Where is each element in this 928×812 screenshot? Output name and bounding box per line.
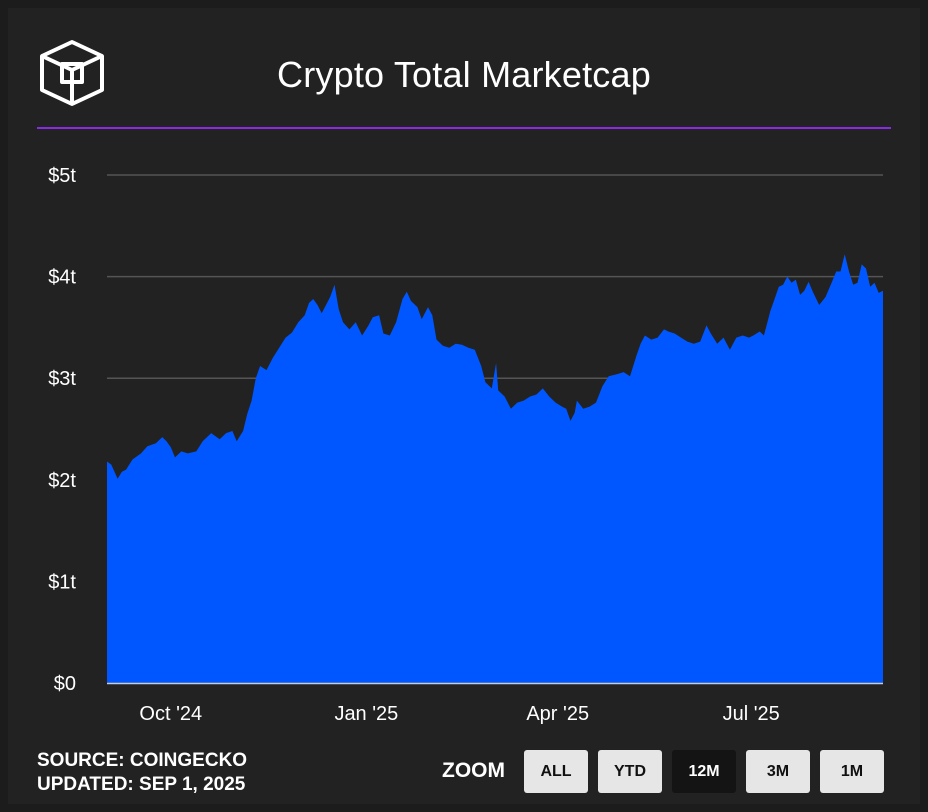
x-tick-label: Jan '25 [334,703,398,725]
title-divider [37,127,891,129]
zoom-all-button[interactable]: ALL [524,750,588,793]
cube-logo-icon [40,40,104,106]
x-tick-label: Oct '24 [139,703,202,725]
x-tick-label: Apr '25 [526,703,589,725]
y-tick-label: $5t [48,165,76,187]
zoom-label: ZOOM [442,759,505,782]
zoom-3m-button[interactable]: 3M [746,750,810,793]
y-tick-label: $3t [48,368,76,390]
zoom-ytd-button[interactable]: YTD [598,750,662,793]
y-tick-label: $1t [48,571,76,593]
x-tick-label: Jul '25 [723,703,780,725]
chart-card: Crypto Total Marketcap $0 $1t $2t $3t $4t $5t… [8,8,920,804]
y-tick-label: $0 [54,673,76,695]
source-note: SOURCE: COINGECKO UPDATED: SEP 1, 2025 [37,749,247,797]
chart-title: Crypto Total Marketcap [277,54,651,95]
y-tick-label: $2t [48,470,76,492]
marketcap-area-series [107,254,883,683]
source-text: SOURCE: COINGECKO [37,750,248,771]
zoom-12m-button[interactable]: 12M [672,750,736,793]
y-axis: $0 $1t $2t $3t $4t $5t [48,165,76,695]
zoom-1m-button[interactable]: 1M [820,750,884,793]
x-axis: Oct '24 Jan '25 Apr '25 Jul '25 [139,703,779,725]
chart-area: $0 $1t $2t $3t $4t $5t Oct '24 Jan '25 Apr '25 J… [48,165,883,725]
y-tick-label: $4t [48,267,76,289]
updated-text: UPDATED: SEP 1, 2025 [37,774,246,795]
